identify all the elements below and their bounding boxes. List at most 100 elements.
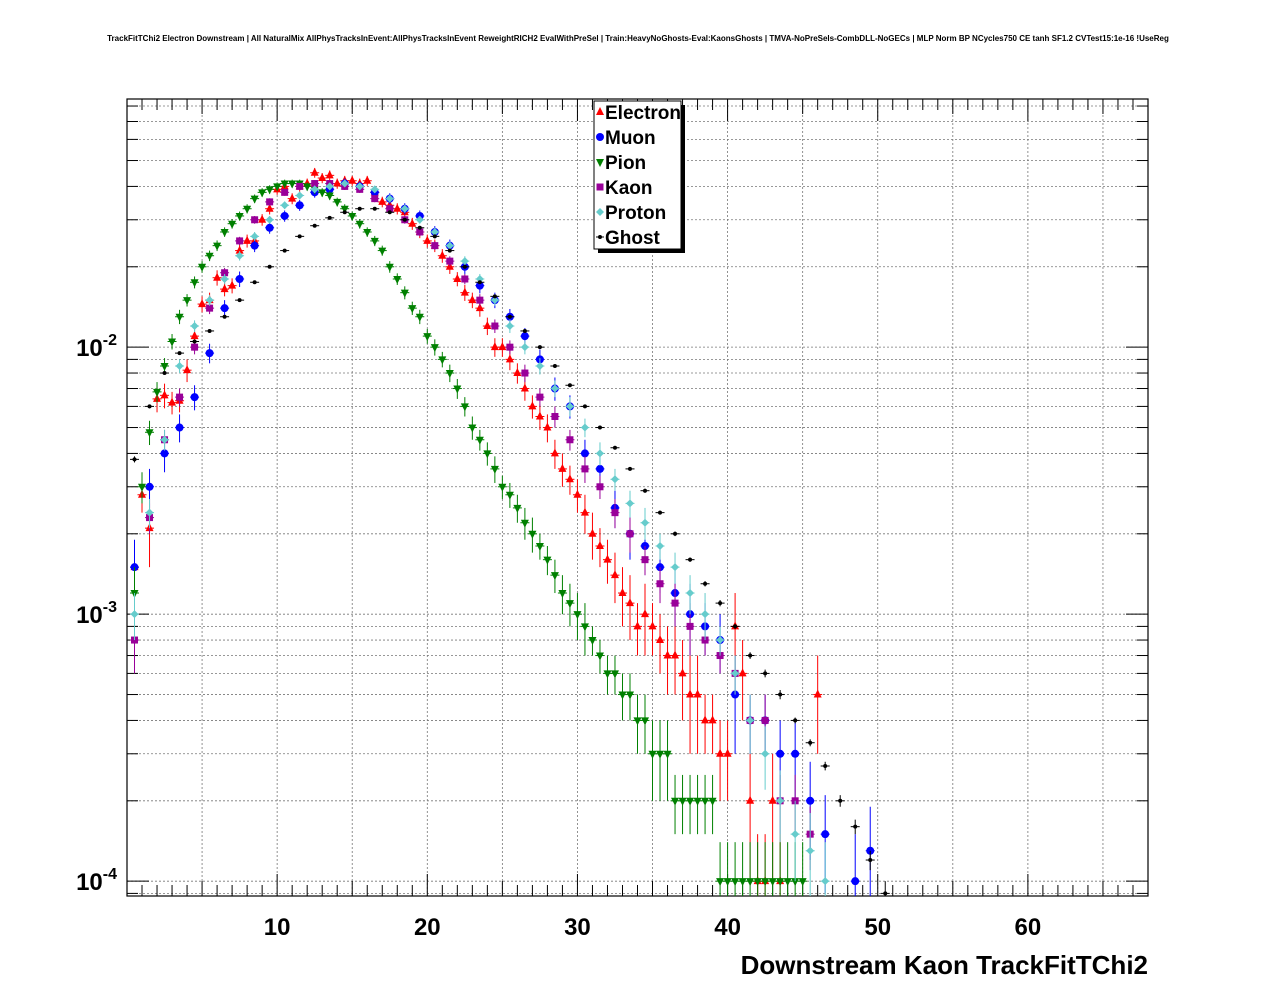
- pion-point: [220, 228, 229, 237]
- ghost-point: [297, 234, 302, 239]
- kaon-point: [536, 393, 544, 401]
- pion-point: [535, 543, 544, 552]
- proton-point: [625, 499, 634, 508]
- pion-point: [325, 192, 334, 201]
- proton-point: [731, 669, 740, 678]
- pion-point: [663, 750, 672, 759]
- electron-point: [738, 668, 747, 677]
- proton-point: [716, 636, 725, 645]
- kaon-point: [641, 556, 649, 564]
- kaon-point: [761, 716, 769, 724]
- pion-point: [288, 180, 297, 189]
- pion-point: [686, 797, 695, 806]
- electron-point: [483, 321, 492, 330]
- ghost-point: [402, 217, 407, 222]
- electron-point: [363, 175, 372, 184]
- pion-point: [558, 590, 567, 599]
- electron-point: [160, 390, 169, 399]
- kaon-point: [311, 180, 319, 188]
- proton-point: [776, 796, 785, 805]
- muon-point: [235, 275, 244, 284]
- proton-point: [505, 322, 514, 331]
- x-tick-label: 10: [264, 914, 291, 941]
- proton-point: [280, 201, 289, 210]
- proton-point: [580, 423, 589, 432]
- pion-point: [250, 195, 259, 204]
- ghost-point: [357, 206, 362, 211]
- electron-point: [243, 235, 252, 244]
- pion-point: [498, 483, 507, 492]
- pion-point: [618, 691, 627, 700]
- proton-point: [415, 215, 424, 224]
- pion-point: [701, 797, 710, 806]
- y-tick-label: 10-2: [76, 332, 117, 362]
- ghost-point: [643, 488, 648, 493]
- proton-point: [535, 362, 544, 371]
- proton-point: [445, 241, 454, 250]
- legend-label-muon: Muon: [605, 128, 656, 149]
- pion-point: [731, 878, 740, 887]
- electron-point: [648, 621, 657, 630]
- electron-point: [768, 795, 777, 804]
- ghost-point: [237, 298, 242, 303]
- ghost-point: [177, 351, 182, 356]
- pion-point: [273, 183, 282, 192]
- pion-point: [190, 279, 199, 288]
- proton-point: [235, 251, 244, 260]
- kaon-point: [476, 296, 484, 304]
- pion-point: [453, 385, 462, 394]
- pion-point: [348, 212, 357, 221]
- pion-point: [768, 878, 777, 887]
- electron-point: [656, 635, 665, 644]
- x-tick-label: 20: [414, 914, 441, 941]
- legend-marker-proton: [596, 208, 604, 216]
- muon-point: [475, 281, 484, 290]
- pion-point: [363, 228, 372, 237]
- pion-point: [520, 519, 529, 528]
- proton-point: [250, 232, 259, 241]
- pion-point: [588, 637, 597, 646]
- muon-point: [520, 332, 529, 341]
- kaon-point: [491, 322, 499, 330]
- pion-point: [716, 878, 725, 887]
- legend-marker-electron: [596, 107, 604, 115]
- legend-marker-pion: [596, 159, 604, 167]
- pion-point: [573, 611, 582, 620]
- electron-point: [723, 748, 732, 757]
- ghost-point: [192, 339, 197, 344]
- proton-point: [190, 322, 199, 331]
- ghost-point: [492, 294, 497, 299]
- pion-point: [258, 189, 267, 198]
- pion-point: [415, 313, 424, 322]
- electron-point: [813, 689, 822, 698]
- electron-point: [663, 650, 672, 659]
- pion-point: [333, 198, 342, 207]
- x-tick-label: 60: [1015, 914, 1042, 941]
- kaon-point: [581, 465, 589, 473]
- pion-point: [671, 797, 680, 806]
- electron-point: [333, 178, 342, 187]
- pion-point: [610, 670, 619, 679]
- proton-point: [385, 194, 394, 203]
- pion-point: [400, 289, 409, 298]
- y-tick-label: 10-4: [76, 866, 117, 896]
- muon-point: [145, 482, 154, 491]
- pion-point: [183, 297, 192, 306]
- kaon-point: [461, 275, 469, 283]
- proton-point: [746, 716, 755, 725]
- proton-point: [550, 384, 559, 393]
- pion-point: [543, 556, 552, 565]
- electron-point: [468, 295, 477, 304]
- pion-point: [340, 205, 349, 214]
- electron-point: [528, 401, 537, 410]
- pion-point: [648, 750, 657, 759]
- muon-point: [205, 349, 214, 358]
- ghost-point: [447, 248, 452, 253]
- electron-point: [498, 342, 507, 351]
- pion-point: [565, 600, 574, 609]
- pion-point: [213, 242, 222, 251]
- pion-point: [280, 180, 289, 189]
- pion-point: [693, 797, 702, 806]
- muon-point: [806, 796, 815, 805]
- ghost-point: [282, 248, 287, 253]
